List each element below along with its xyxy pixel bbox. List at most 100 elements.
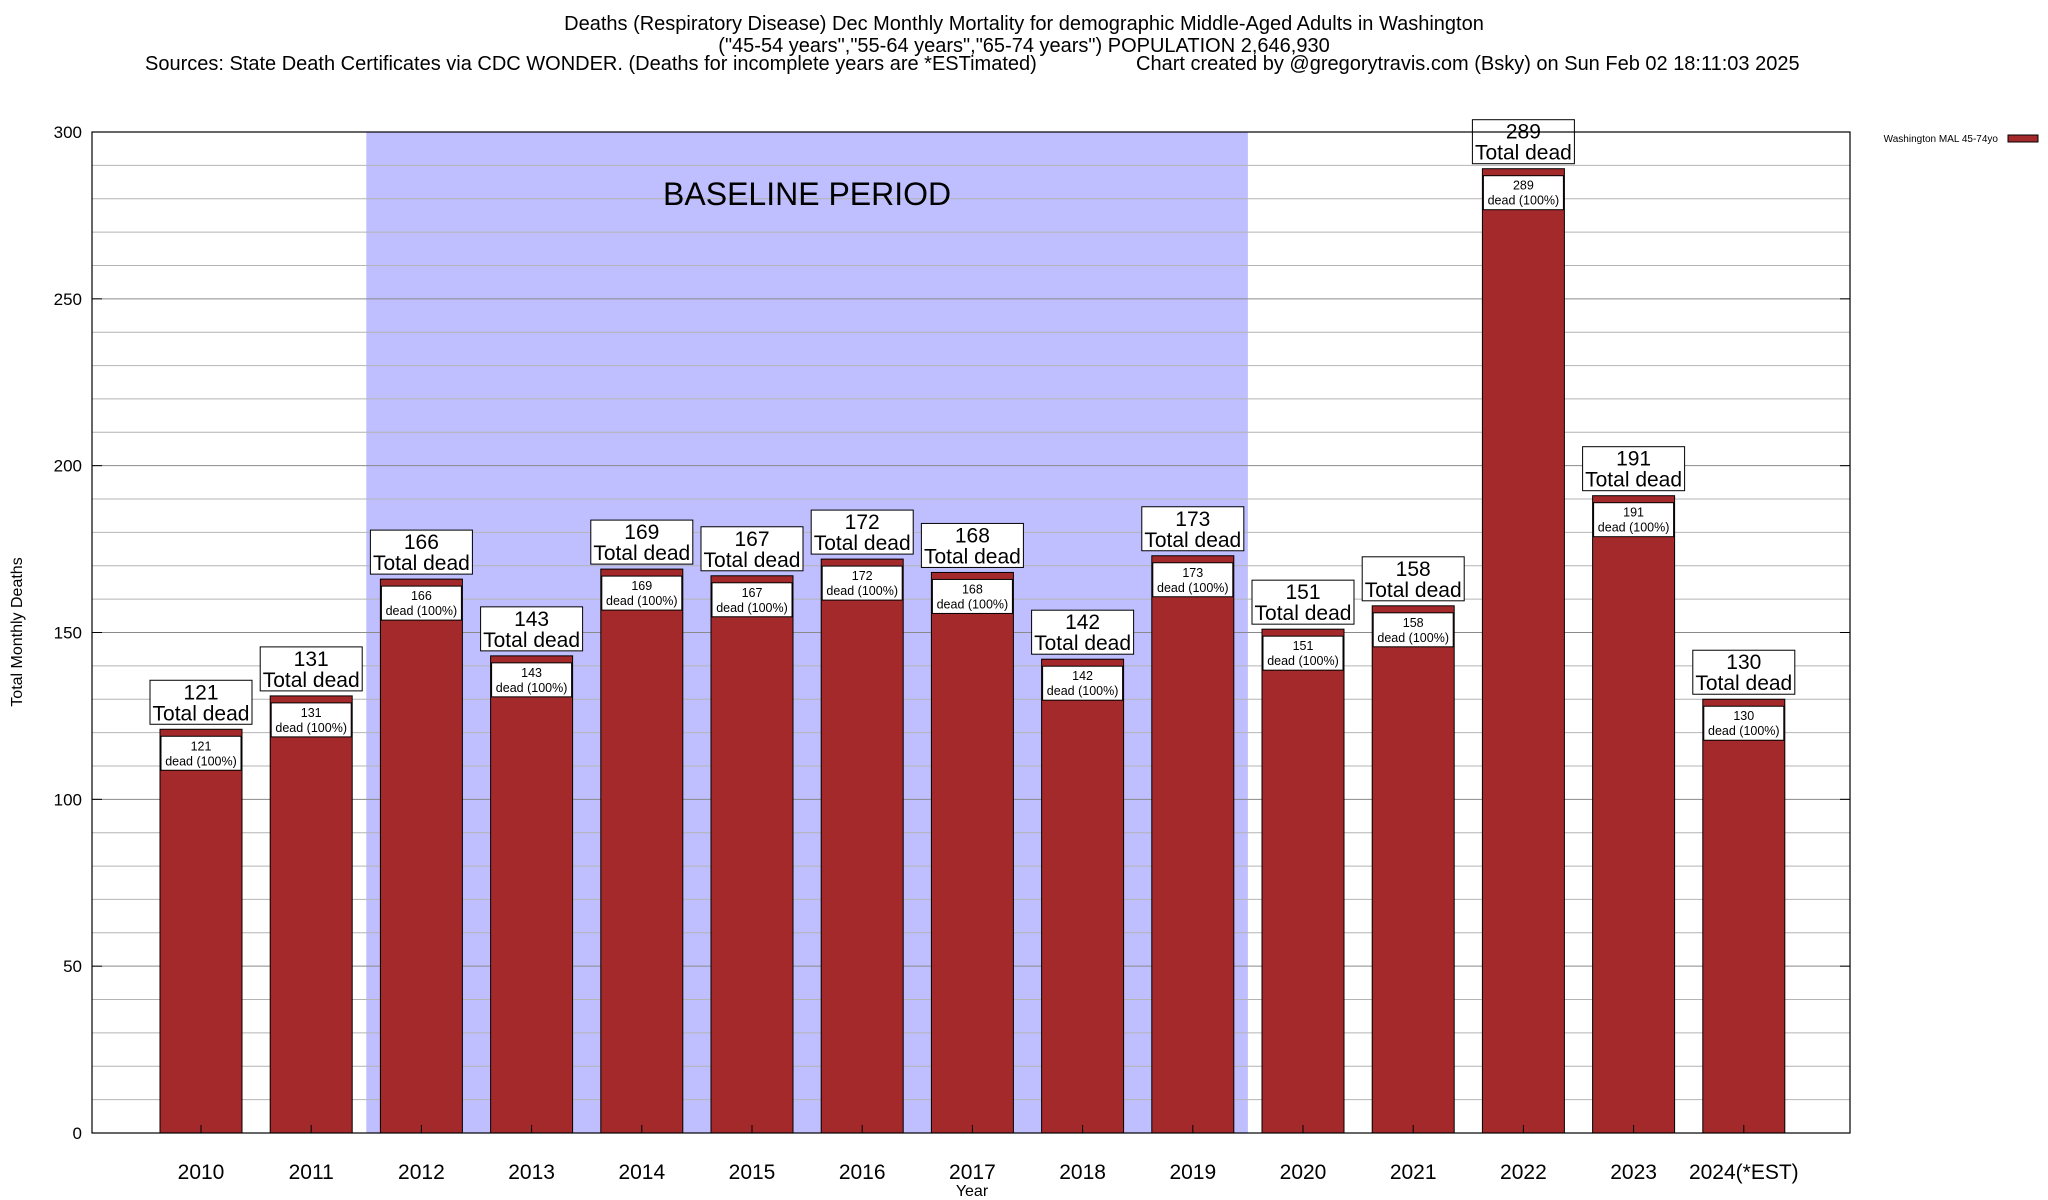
- bar-callout-box: [1582, 446, 1686, 492]
- bar-inner-value: 166: [411, 589, 432, 603]
- bar-callout-label: Total dead: [1695, 672, 1792, 695]
- x-tick-label: 2013: [508, 1161, 555, 1184]
- bar-inner-label-box: [821, 565, 903, 601]
- x-tick-label: 2019: [1169, 1161, 1216, 1184]
- bar-callout-value: 191: [1616, 448, 1651, 471]
- bar: [1041, 658, 1125, 1134]
- x-tick-label: 2012: [398, 1161, 445, 1184]
- bar-inner-value: 143: [521, 666, 542, 680]
- x-axis-label: Year: [956, 1183, 989, 1200]
- bar-inner-percent: dead (100%): [1598, 521, 1670, 535]
- bar-inner-value: 158: [1403, 616, 1424, 630]
- bar-inner-percent: dead (100%): [1157, 581, 1229, 595]
- baseline-period-label: BASELINE PERIOD: [663, 176, 951, 212]
- bar-callout-label: Total dead: [924, 545, 1021, 568]
- chart-credit: Chart created by @gregorytravis.com (Bsk…: [1136, 53, 1800, 75]
- bar-callout-box: [700, 526, 804, 572]
- bar-inner-label-box: [1593, 502, 1675, 538]
- y-tick-label: 200: [54, 457, 82, 476]
- bar-inner-percent: dead (100%): [1708, 724, 1780, 738]
- bar-inner-value: 131: [301, 706, 322, 720]
- bar-inner-percent: dead (100%): [1377, 631, 1449, 645]
- bar-callout-box: [259, 646, 363, 692]
- bar-inner-label-box: [1042, 665, 1124, 701]
- bar-callout-label: Total dead: [1365, 579, 1462, 602]
- bar-inner-percent: dead (100%): [826, 584, 898, 598]
- bar-inner-label-box: [931, 578, 1013, 614]
- bar-inner-value: 142: [1072, 669, 1093, 683]
- bar-callout-value: 131: [294, 648, 329, 671]
- bar-inner-percent: dead (100%): [1488, 194, 1560, 208]
- bar-inner-percent: dead (100%): [496, 681, 568, 695]
- bar-callout-box: [1692, 649, 1796, 695]
- legend-swatch: [2007, 134, 2039, 143]
- y-axis-label: Total Monthly Deaths: [9, 557, 26, 706]
- bar-inner-label-box: [380, 585, 462, 621]
- bar-inner-label-box: [160, 735, 242, 771]
- bar-inner-percent: dead (100%): [275, 721, 347, 735]
- bar-inner-percent: dead (100%): [165, 754, 237, 768]
- bar-inner-label-box: [1262, 635, 1344, 671]
- bar: [1702, 698, 1786, 1134]
- bar-callout-value: 167: [734, 528, 769, 551]
- x-tick-label: 2023: [1610, 1161, 1657, 1184]
- bar-callout-label: Total dead: [1144, 529, 1241, 552]
- bar-inner-value: 121: [191, 739, 212, 753]
- y-tick-label: 50: [63, 957, 82, 976]
- y-tick-label: 0: [73, 1124, 82, 1143]
- bar-callout-box: [590, 519, 694, 565]
- bar-callout-box: [920, 522, 1024, 568]
- bar-callout-value: 168: [955, 524, 990, 547]
- bar-inner-percent: dead (100%): [937, 597, 1009, 611]
- bar-inner-value: 289: [1513, 179, 1534, 193]
- x-tick-label: 2014: [618, 1161, 665, 1184]
- x-tick-label: 2015: [729, 1161, 776, 1184]
- bar-callout-value: 142: [1065, 611, 1100, 634]
- bar-callout-value: 166: [404, 531, 439, 554]
- bar: [930, 571, 1014, 1134]
- bar-inner-value: 169: [631, 579, 652, 593]
- bar: [379, 578, 463, 1134]
- bar: [159, 728, 243, 1134]
- bar-callout-box: [1251, 579, 1355, 625]
- bar-callout-value: 169: [624, 521, 659, 544]
- bar: [1151, 555, 1235, 1134]
- bar-inner-label-box: [1152, 562, 1234, 598]
- bar-callout-label: Total dead: [704, 549, 801, 572]
- x-tick-label: 2011: [289, 1161, 334, 1184]
- bar-inner-value: 173: [1182, 566, 1203, 580]
- bar: [1371, 605, 1455, 1134]
- x-tick-label: 2020: [1280, 1161, 1327, 1184]
- bar-callout-box: [810, 509, 914, 555]
- bar-inner-percent: dead (100%): [1267, 654, 1339, 668]
- bar: [1592, 495, 1676, 1134]
- bar-callout-value: 173: [1175, 508, 1210, 531]
- bar-inner-percent: dead (100%): [606, 594, 678, 608]
- bar-callout-box: [480, 606, 584, 652]
- bar-inner-percent: dead (100%): [386, 604, 458, 618]
- bar-inner-label-box: [601, 575, 683, 611]
- bar-callout-value: 143: [514, 608, 549, 631]
- bar-callout-value: 172: [845, 511, 880, 534]
- bar-inner-percent: dead (100%): [1047, 684, 1119, 698]
- x-tick-label: 2010: [178, 1161, 225, 1184]
- bar-inner-value: 167: [742, 586, 763, 600]
- bar-inner-percent: dead (100%): [716, 601, 788, 615]
- bar: [1261, 628, 1345, 1134]
- bar-callout-box: [1031, 609, 1135, 655]
- bar-inner-value: 130: [1733, 709, 1754, 723]
- bar-inner-label-box: [1482, 175, 1564, 211]
- bar-inner-label-box: [711, 582, 793, 618]
- bar-callout-label: Total dead: [1034, 632, 1131, 655]
- bar-callout-box: [1141, 506, 1245, 552]
- bar-inner-value: 151: [1293, 639, 1314, 653]
- bar-callout-box: [149, 679, 253, 725]
- bar-callout-box: [1471, 119, 1575, 165]
- bar-callout-value: 158: [1396, 558, 1431, 581]
- bar-callout-label: Total dead: [1255, 602, 1352, 625]
- bar-callout-value: 130: [1726, 651, 1761, 674]
- y-tick-label: 300: [54, 123, 82, 142]
- bar-callout-value: 151: [1285, 581, 1320, 604]
- x-tick-label: 2018: [1059, 1161, 1106, 1184]
